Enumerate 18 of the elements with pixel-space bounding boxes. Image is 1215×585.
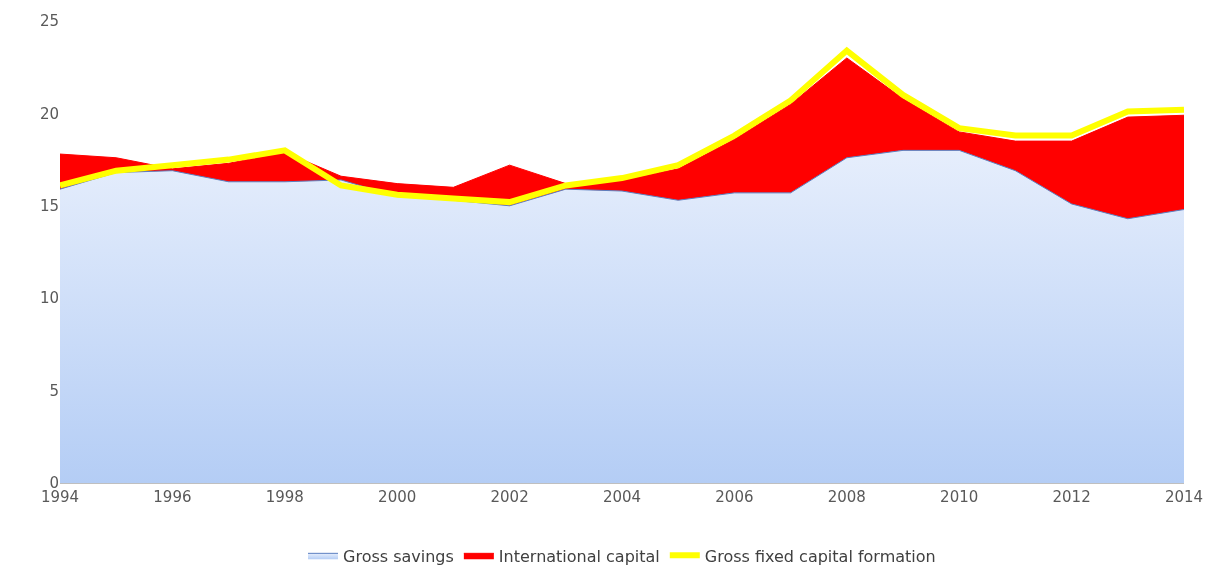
x-tick-label: 2000 [378, 488, 417, 506]
x-tick-label: 2008 [827, 488, 866, 506]
y-tick-label: 15 [39, 197, 59, 216]
y-tick-label: 10 [39, 289, 59, 308]
y-tick-label: 5 [49, 381, 59, 400]
x-tick-label: 2006 [715, 488, 754, 506]
legend-label: Gross savings [343, 546, 454, 566]
x-tick-label: 2014 [1164, 488, 1204, 506]
x-tick-label: 2010 [940, 488, 979, 506]
x-tick-label: 1998 [265, 488, 304, 506]
legend-label: International capital [498, 546, 660, 566]
x-tick-label: 1996 [153, 488, 192, 506]
y-tick-label: 25 [39, 12, 59, 31]
x-tick-label: 2012 [1052, 488, 1091, 506]
x-tick-label: 2002 [490, 488, 529, 506]
y-tick-label: 20 [39, 104, 59, 123]
x-tick-label: 2004 [602, 488, 642, 506]
legend-label: Gross fixed capital formation [704, 546, 936, 566]
